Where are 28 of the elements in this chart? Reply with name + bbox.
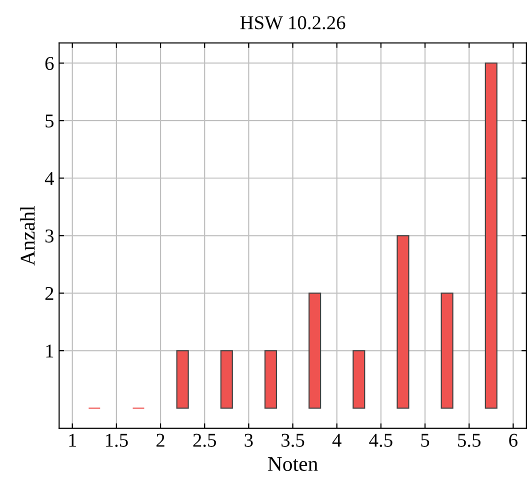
x-tick-label: 2.5 bbox=[193, 434, 216, 447]
bar bbox=[484, 62, 498, 409]
x-tick-label: 4.5 bbox=[369, 434, 392, 447]
y-tick-label: 5 bbox=[46, 114, 54, 128]
y-tick-label: 4 bbox=[44, 172, 54, 185]
x-tick-label: 2 bbox=[156, 434, 164, 447]
bar bbox=[440, 292, 454, 409]
bar bbox=[264, 350, 278, 409]
x-tick-label: 3 bbox=[244, 434, 253, 447]
x-tick-label: 1 bbox=[69, 434, 76, 447]
y-tick-label: 6 bbox=[45, 56, 54, 70]
bar bbox=[220, 350, 233, 409]
bar bbox=[176, 350, 189, 409]
y-tick-label: 2 bbox=[45, 287, 54, 300]
bar bbox=[396, 235, 410, 409]
x-tick-label: 5.5 bbox=[458, 434, 480, 447]
bar bbox=[352, 350, 366, 409]
y-axis-title: Anzahl bbox=[20, 206, 35, 266]
x-tick-label: 4 bbox=[332, 434, 342, 447]
y-tick-label: 3 bbox=[45, 230, 54, 243]
x-tick-label: 6 bbox=[509, 434, 518, 447]
chart-title: HSW 10.2.26 bbox=[240, 16, 346, 30]
x-axis-title: Noten bbox=[268, 457, 318, 472]
x-tick-label: 3.5 bbox=[282, 434, 304, 447]
x-tick-label: 5 bbox=[421, 434, 430, 447]
y-tick-label: 1 bbox=[46, 344, 54, 358]
x-tick-label: 1.5 bbox=[106, 434, 128, 447]
bar bbox=[308, 292, 322, 409]
